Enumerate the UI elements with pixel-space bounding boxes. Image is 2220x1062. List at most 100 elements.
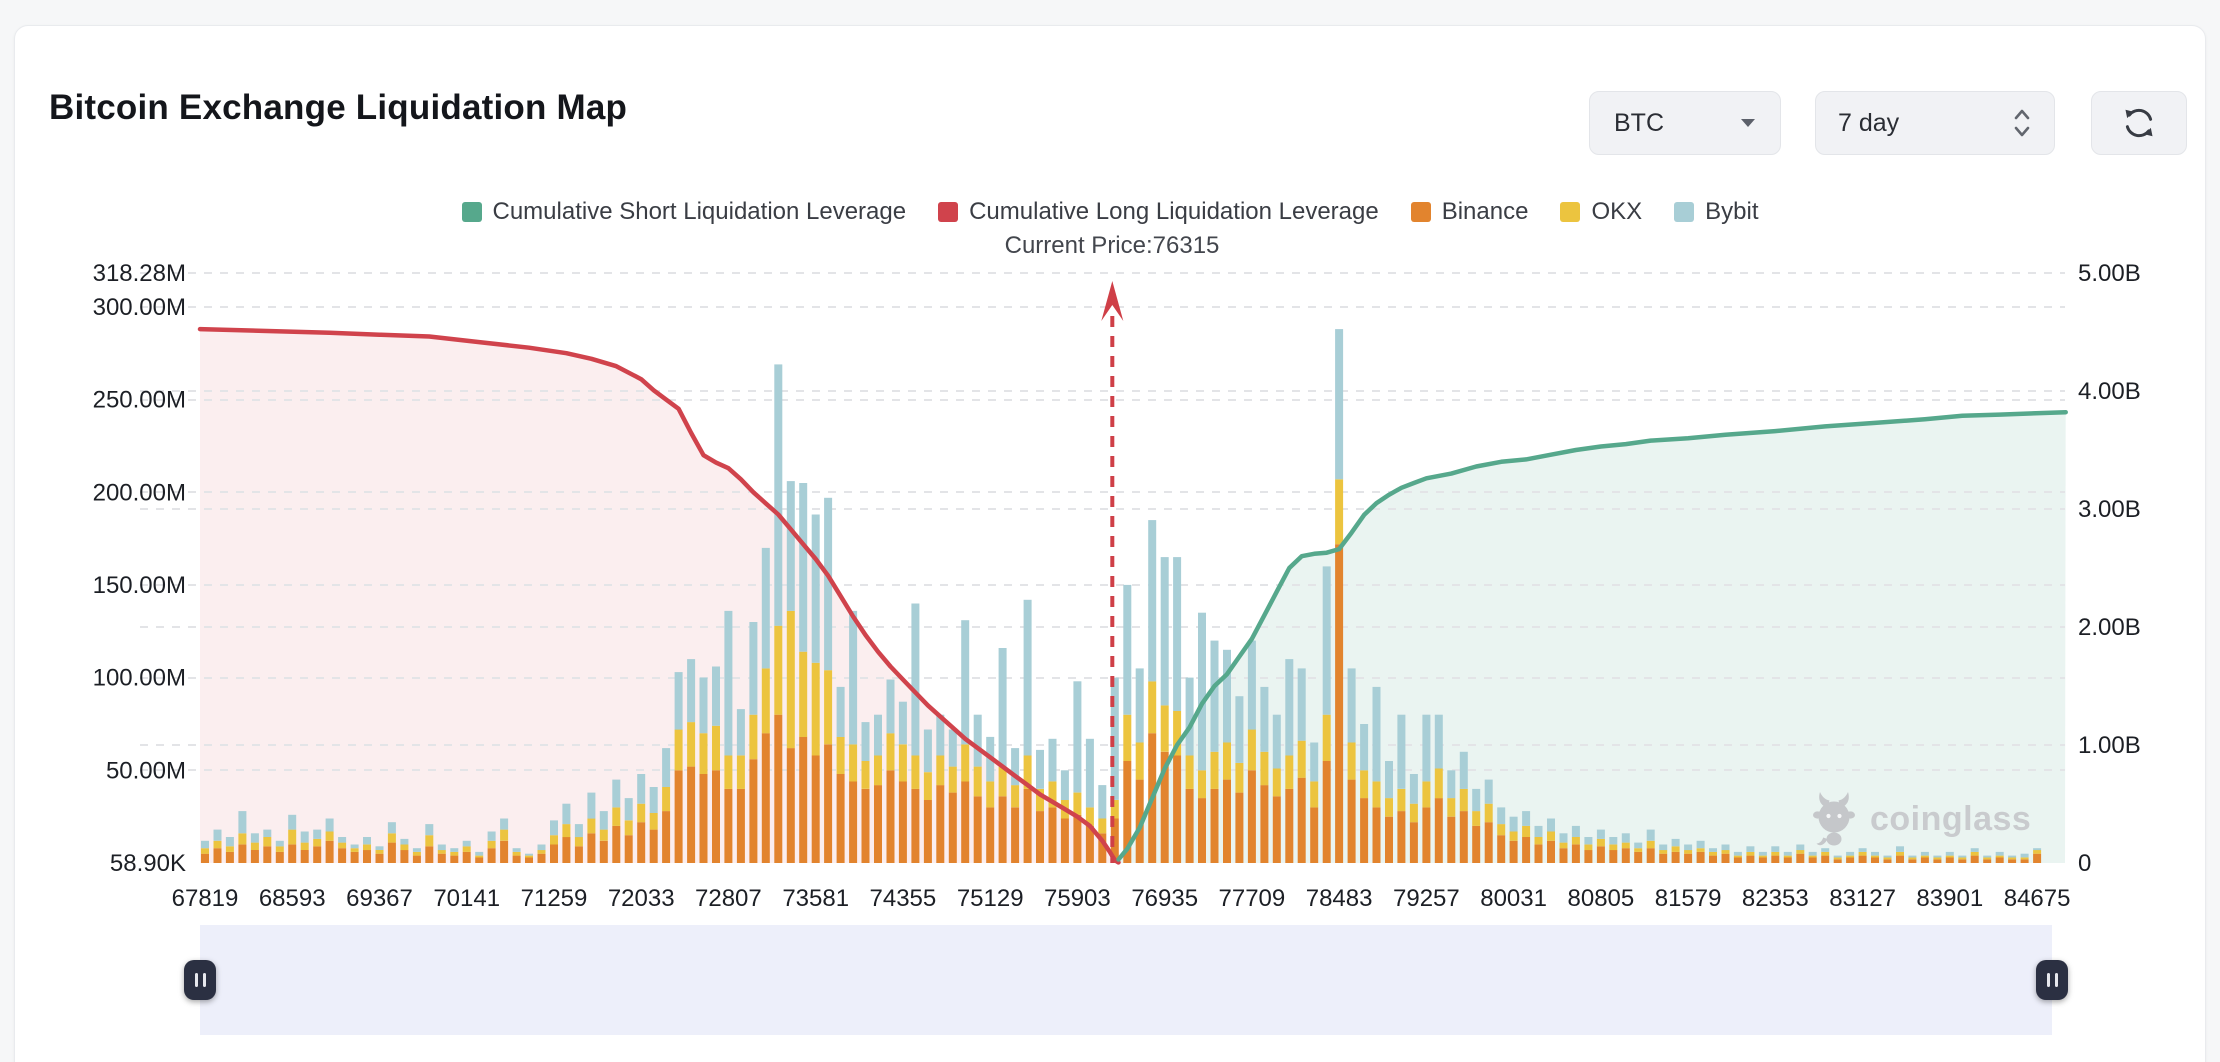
bar-binance[interactable]: [1347, 779, 1356, 863]
bar-binance[interactable]: [412, 855, 421, 863]
bar-okx[interactable]: [761, 668, 770, 734]
bar-bybit[interactable]: [562, 803, 571, 825]
bar-bybit[interactable]: [1621, 833, 1630, 843]
bar-okx[interactable]: [786, 610, 795, 749]
bar-binance[interactable]: [1958, 859, 1967, 863]
bar-binance[interactable]: [1472, 825, 1481, 863]
bar-okx[interactable]: [338, 842, 347, 849]
bar-binance[interactable]: [761, 733, 770, 863]
bar-binance[interactable]: [1858, 855, 1867, 863]
bar-binance[interactable]: [1434, 798, 1443, 863]
bar-bybit[interactable]: [1958, 855, 1967, 858]
bar-binance[interactable]: [612, 825, 621, 863]
bar-okx[interactable]: [550, 835, 558, 845]
bar-binance[interactable]: [1260, 785, 1269, 863]
bar-binance[interactable]: [1397, 811, 1406, 863]
bar-okx[interactable]: [898, 744, 907, 782]
bar-okx[interactable]: [1858, 851, 1867, 856]
bar-okx[interactable]: [1272, 768, 1281, 797]
bar-binance[interactable]: [1833, 859, 1842, 863]
bar-binance[interactable]: [911, 788, 920, 863]
bar-bybit[interactable]: [1933, 855, 1942, 858]
bar-bybit[interactable]: [1123, 584, 1132, 715]
bar-bybit[interactable]: [1970, 848, 1979, 852]
bar-bybit[interactable]: [1060, 770, 1069, 800]
bar-binance[interactable]: [1721, 853, 1730, 863]
bar-okx[interactable]: [1584, 844, 1593, 851]
bar-okx[interactable]: [1671, 846, 1680, 852]
bar-bybit[interactable]: [1385, 761, 1393, 799]
bar-bybit[interactable]: [849, 610, 858, 745]
bar-bybit[interactable]: [1671, 838, 1680, 847]
bar-binance[interactable]: [1484, 822, 1493, 863]
bar-bybit[interactable]: [325, 818, 334, 832]
bar-bybit[interactable]: [624, 798, 633, 821]
bar-okx[interactable]: [712, 725, 720, 771]
bar-binance[interactable]: [1135, 779, 1144, 863]
bar-bybit[interactable]: [1821, 848, 1830, 852]
bar-bybit[interactable]: [437, 844, 446, 851]
bar-binance[interactable]: [736, 788, 745, 863]
bar-okx[interactable]: [400, 844, 409, 851]
bar-bybit[interactable]: [387, 822, 396, 834]
bar-okx[interactable]: [1684, 850, 1693, 854]
bar-okx[interactable]: [874, 755, 882, 786]
coin-select[interactable]: BTC: [1589, 91, 1781, 155]
bar-binance[interactable]: [1223, 779, 1231, 863]
bar-binance[interactable]: [1247, 770, 1256, 863]
bar-bybit[interactable]: [1185, 677, 1194, 756]
bar-bybit[interactable]: [836, 686, 845, 737]
bar-binance[interactable]: [238, 844, 247, 864]
bar-binance[interactable]: [1846, 857, 1855, 863]
bar-bybit[interactable]: [300, 831, 309, 843]
bar-binance[interactable]: [1036, 811, 1044, 863]
bar-okx[interactable]: [350, 848, 359, 852]
bar-binance[interactable]: [400, 850, 409, 863]
bar-bybit[interactable]: [462, 840, 471, 847]
bar-binance[interactable]: [2033, 853, 2042, 863]
bar-okx[interactable]: [1497, 824, 1506, 836]
bar-binance[interactable]: [1459, 811, 1468, 863]
legend-item-2[interactable]: Binance: [1410, 198, 1528, 226]
bar-binance[interactable]: [1896, 855, 1904, 863]
bar-binance[interactable]: [300, 850, 309, 863]
bar-binance[interactable]: [1160, 751, 1169, 863]
bar-bybit[interactable]: [1472, 788, 1481, 812]
bar-binance[interactable]: [1285, 788, 1294, 863]
bar-binance[interactable]: [1783, 857, 1792, 863]
bar-okx[interactable]: [1347, 742, 1356, 780]
bar-okx[interactable]: [1721, 850, 1730, 854]
bar-okx[interactable]: [1011, 785, 1020, 808]
bar-binance[interactable]: [1310, 807, 1319, 863]
bar-bybit[interactable]: [861, 722, 870, 761]
bar-bybit[interactable]: [1272, 714, 1281, 769]
bar-binance[interactable]: [562, 837, 571, 863]
bar-okx[interactable]: [1036, 788, 1044, 812]
bar-binance[interactable]: [1422, 807, 1431, 863]
bar-okx[interactable]: [487, 840, 496, 849]
bar-okx[interactable]: [1945, 855, 1954, 858]
bar-okx[interactable]: [1459, 788, 1468, 812]
bar-bybit[interactable]: [923, 729, 932, 773]
bar-binance[interactable]: [275, 851, 284, 863]
bar-binance[interactable]: [1098, 833, 1107, 863]
bar-binance[interactable]: [1871, 857, 1879, 863]
bar-bybit[interactable]: [599, 811, 608, 830]
bar-okx[interactable]: [1335, 479, 1344, 545]
bar-bybit[interactable]: [1360, 724, 1369, 771]
bar-binance[interactable]: [836, 774, 845, 863]
bar-bybit[interactable]: [1634, 842, 1643, 849]
bar-bybit[interactable]: [1871, 851, 1879, 856]
refresh-button[interactable]: [2091, 91, 2187, 155]
bar-binance[interactable]: [1970, 855, 1979, 863]
bar-bybit[interactable]: [674, 672, 683, 730]
bar-okx[interactable]: [238, 833, 247, 845]
bar-binance[interactable]: [1335, 544, 1344, 863]
bar-okx[interactable]: [1173, 711, 1182, 756]
bar-okx[interactable]: [1198, 770, 1206, 799]
bar-bybit[interactable]: [1534, 825, 1543, 837]
bar-okx[interactable]: [836, 736, 845, 774]
bar-binance[interactable]: [1322, 761, 1331, 863]
bar-bybit[interactable]: [1310, 742, 1319, 782]
bar-okx[interactable]: [986, 781, 995, 808]
